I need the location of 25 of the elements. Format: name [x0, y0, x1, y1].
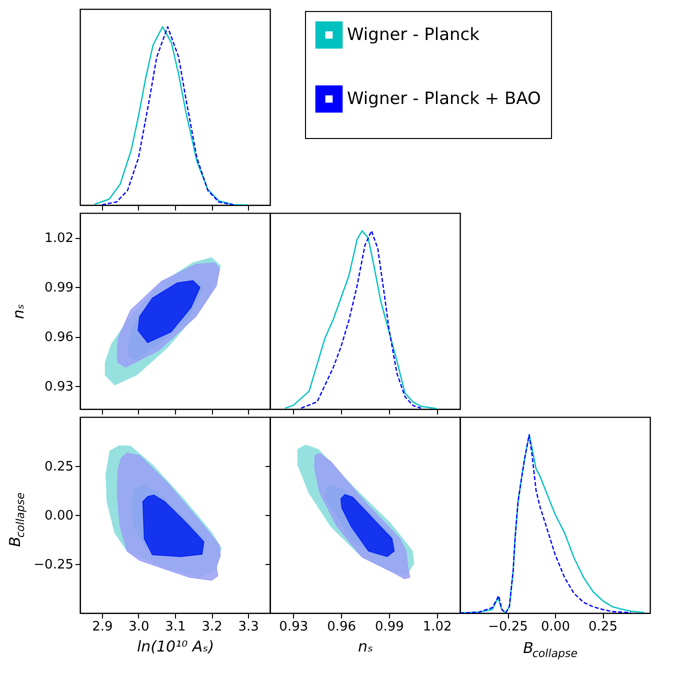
y-tick-label: 0.99 — [44, 280, 74, 296]
y-tick-label: 1.02 — [44, 231, 74, 246]
x-tick-label: 0.00 — [541, 620, 570, 634]
x-axis-title: ln(10¹⁰ Aₛ) — [136, 638, 214, 656]
legend-label: Wigner - Planck + BAO — [347, 89, 541, 109]
x-tick-label: 3.1 — [165, 620, 186, 634]
x-tick-label: −0.25 — [488, 620, 528, 634]
x-tick-label: 3.2 — [202, 620, 222, 634]
y-tick-label: −0.25 — [34, 558, 74, 572]
x-tick-label: 0.96 — [327, 620, 356, 634]
x-tick-label: 0.93 — [279, 620, 308, 634]
y-tick-label: 0.93 — [44, 379, 74, 394]
y-tick-label: 0.96 — [44, 330, 74, 346]
legend-label: Wigner - Planck — [347, 25, 480, 45]
x-tick-label: 0.25 — [588, 620, 618, 634]
x-tick-label: 2.9 — [92, 620, 113, 634]
x-axis-title: nₛ — [358, 638, 374, 656]
x-tick-label: 0.99 — [374, 620, 404, 634]
x-tick-label: 1.02 — [422, 620, 452, 634]
y-axis-title: Bcollapse — [6, 492, 27, 547]
y-tick-label: 0.25 — [44, 460, 74, 474]
y-axis-title: nₛ — [10, 304, 28, 320]
x-tick-label: 3.3 — [238, 620, 259, 634]
y-tick-label: 0.00 — [44, 508, 74, 524]
x-tick-label: 3.0 — [128, 620, 150, 634]
